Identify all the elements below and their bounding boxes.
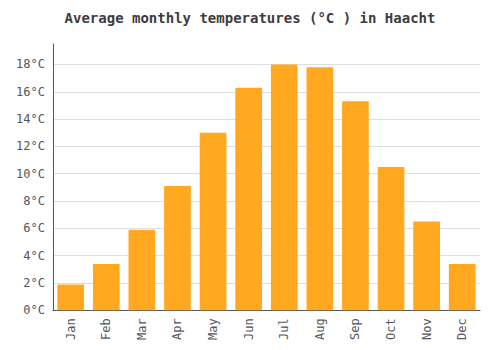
svg-text:6°C: 6°C xyxy=(23,221,45,235)
svg-text:Dec: Dec xyxy=(455,318,469,340)
svg-text:Nov: Nov xyxy=(420,318,434,340)
svg-text:Aug: Aug xyxy=(313,318,327,340)
svg-text:16°C: 16°C xyxy=(16,85,45,99)
svg-text:Average monthly temperatures (: Average monthly temperatures (°C ) in Ha… xyxy=(65,10,436,26)
svg-text:14°C: 14°C xyxy=(16,112,45,126)
svg-text:Sep: Sep xyxy=(348,318,362,340)
svg-text:Apr: Apr xyxy=(170,318,184,340)
svg-text:12°C: 12°C xyxy=(16,139,45,153)
svg-text:Jan: Jan xyxy=(64,318,78,340)
svg-text:Oct: Oct xyxy=(384,318,398,340)
svg-text:May: May xyxy=(206,318,220,340)
svg-text:Jul: Jul xyxy=(277,318,291,340)
svg-text:Feb: Feb xyxy=(99,318,113,340)
svg-text:Mar: Mar xyxy=(135,318,149,340)
svg-text:8°C: 8°C xyxy=(23,194,45,208)
svg-text:2°C: 2°C xyxy=(23,276,45,290)
svg-text:10°C: 10°C xyxy=(16,167,45,181)
svg-text:18°C: 18°C xyxy=(16,57,45,71)
svg-text:Jun: Jun xyxy=(242,318,256,340)
svg-text:0°C: 0°C xyxy=(23,303,45,317)
svg-text:4°C: 4°C xyxy=(23,249,45,263)
